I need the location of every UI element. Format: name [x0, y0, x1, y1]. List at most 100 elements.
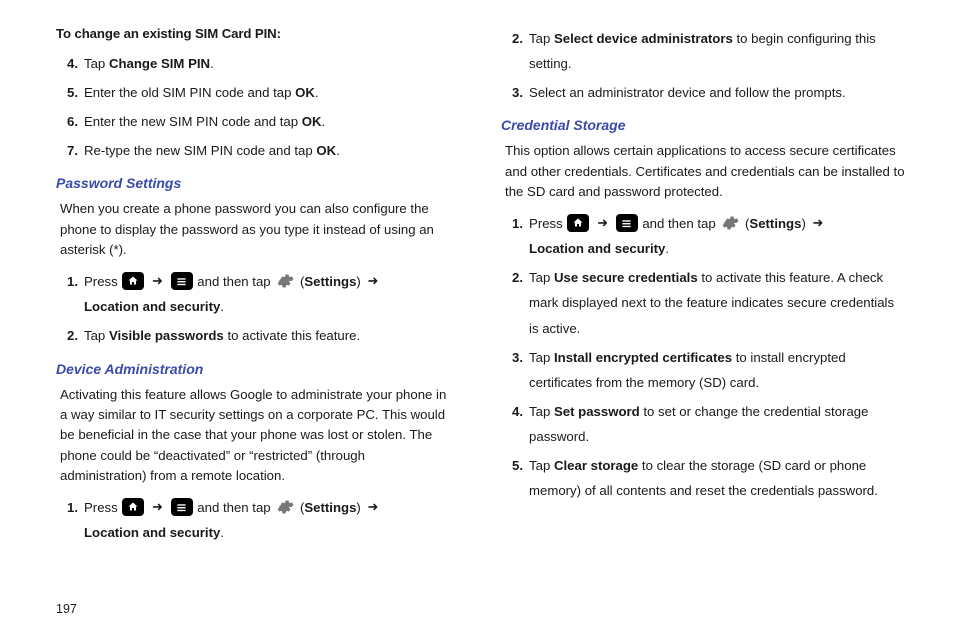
- bold-text: Settings: [749, 216, 801, 231]
- list-item: 6. Enter the new SIM PIN code and tap OK…: [84, 109, 453, 134]
- menu-icon: [171, 498, 193, 516]
- password-settings-body: When you create a phone password you can…: [56, 199, 453, 260]
- arrow-icon: ➜: [152, 269, 163, 294]
- bold-text: OK: [302, 114, 322, 129]
- text: .: [322, 114, 326, 129]
- text: .: [220, 525, 224, 540]
- password-steps: 1. Press ➜ and then tap (Settings) ➜ Loc…: [56, 269, 453, 349]
- device-admin-steps-right: 2. Tap Select device administrators to b…: [501, 26, 906, 105]
- text: Tap: [529, 31, 554, 46]
- sim-pin-title: To change an existing SIM Card PIN:: [56, 26, 453, 41]
- text: Tap: [84, 56, 109, 71]
- text: Tap: [529, 350, 554, 365]
- text: and then tap: [642, 216, 719, 231]
- step-text: Tap Set password to set or change the cr…: [529, 404, 868, 444]
- right-column: 2. Tap Select device administrators to b…: [501, 26, 906, 550]
- step-text: Press ➜ and then tap (Settings) ➜ Locati…: [84, 500, 381, 541]
- step-number: 1.: [501, 211, 523, 236]
- list-item: 4. Tap Change SIM PIN.: [84, 51, 453, 76]
- text: Enter the new SIM PIN code and tap: [84, 114, 302, 129]
- text: Tap: [529, 270, 554, 285]
- step-number: 4.: [56, 51, 78, 76]
- bold-text: Settings: [304, 274, 356, 289]
- text: Press: [529, 216, 566, 231]
- text: Tap: [84, 328, 109, 343]
- arrow-icon: ➜: [152, 495, 163, 520]
- step-number: 1.: [56, 495, 78, 520]
- step-number: 1.: [56, 269, 78, 294]
- step-number: 7.: [56, 138, 78, 163]
- arrow-icon: ➜: [367, 495, 378, 520]
- step-number: 3.: [501, 345, 523, 370]
- list-item: 3. Tap Install encrypted certificates to…: [529, 345, 906, 395]
- text: .: [336, 143, 340, 158]
- step-text: Tap Install encrypted certificates to in…: [529, 350, 846, 390]
- list-item: 2. Tap Use secure credentials to activat…: [529, 265, 906, 340]
- step-text: Tap Select device administrators to begi…: [529, 31, 876, 71]
- text: Re-type the new SIM PIN code and tap: [84, 143, 316, 158]
- arrow-icon: ➜: [813, 211, 824, 236]
- home-icon: [567, 214, 589, 232]
- list-item: 3. Select an administrator device and fo…: [529, 80, 906, 105]
- text: .: [315, 85, 319, 100]
- page-number: 197: [56, 602, 77, 616]
- text: .: [210, 56, 214, 71]
- bold-text: Select device administrators: [554, 31, 733, 46]
- text: ): [356, 274, 364, 289]
- list-item: 5. Enter the old SIM PIN code and tap OK…: [84, 80, 453, 105]
- credential-storage-body: This option allows certain applications …: [501, 141, 906, 202]
- text: and then tap: [197, 274, 274, 289]
- gear-icon: [275, 497, 295, 517]
- home-icon: [122, 498, 144, 516]
- text: Select an administrator device and follo…: [529, 85, 846, 100]
- text: Press: [84, 274, 121, 289]
- bold-text: Set password: [554, 404, 640, 419]
- bold-text: Change SIM PIN: [109, 56, 210, 71]
- step-number: 2.: [501, 265, 523, 290]
- step-text: Tap Change SIM PIN.: [84, 56, 214, 71]
- step-text: Tap Visible passwords to activate this f…: [84, 328, 360, 343]
- list-item: 5. Tap Clear storage to clear the storag…: [529, 453, 906, 503]
- step-text: Tap Use secure credentials to activate t…: [529, 270, 894, 335]
- text: and then tap: [197, 500, 274, 515]
- text: ): [356, 500, 364, 515]
- step-text: Re-type the new SIM PIN code and tap OK.: [84, 143, 340, 158]
- step-number: 2.: [501, 26, 523, 51]
- step-text: Enter the old SIM PIN code and tap OK.: [84, 85, 319, 100]
- step-number: 6.: [56, 109, 78, 134]
- home-icon: [122, 272, 144, 290]
- list-item: 1. Press ➜ and then tap (Settings) ➜ Loc…: [84, 269, 453, 320]
- list-item: 7. Re-type the new SIM PIN code and tap …: [84, 138, 453, 163]
- bold-text: Use secure credentials: [554, 270, 698, 285]
- menu-icon: [616, 214, 638, 232]
- text: to activate this feature.: [224, 328, 360, 343]
- gear-icon: [275, 271, 295, 291]
- step-text: Press ➜ and then tap (Settings) ➜ Locati…: [529, 216, 826, 257]
- credential-storage-heading: Credential Storage: [501, 117, 906, 133]
- bold-text: Visible passwords: [109, 328, 224, 343]
- device-admin-heading: Device Administration: [56, 361, 453, 377]
- step-text: Enter the new SIM PIN code and tap OK.: [84, 114, 325, 129]
- step-number: 3.: [501, 80, 523, 105]
- bold-text: OK: [316, 143, 336, 158]
- text: Press: [84, 500, 121, 515]
- arrow-icon: ➜: [367, 269, 378, 294]
- step-number: 4.: [501, 399, 523, 424]
- bold-text: Settings: [304, 500, 356, 515]
- list-item: 2. Tap Select device administrators to b…: [529, 26, 906, 76]
- step-number: 5.: [56, 80, 78, 105]
- step-text: Press ➜ and then tap (Settings) ➜ Locati…: [84, 274, 381, 315]
- gear-icon: [720, 213, 740, 233]
- device-admin-steps-left: 1. Press ➜ and then tap (Settings) ➜ Loc…: [56, 495, 453, 546]
- text: Tap: [529, 404, 554, 419]
- text: .: [665, 241, 669, 256]
- document-page: To change an existing SIM Card PIN: 4. T…: [0, 0, 954, 636]
- sim-pin-steps: 4. Tap Change SIM PIN. 5. Enter the old …: [56, 51, 453, 163]
- left-column: To change an existing SIM Card PIN: 4. T…: [56, 26, 453, 550]
- list-item: 1. Press ➜ and then tap (Settings) ➜ Loc…: [529, 211, 906, 262]
- bold-text: OK: [295, 85, 315, 100]
- device-admin-body: Activating this feature allows Google to…: [56, 385, 453, 487]
- step-number: 5.: [501, 453, 523, 478]
- text: Enter the old SIM PIN code and tap: [84, 85, 295, 100]
- bold-text: Clear storage: [554, 458, 638, 473]
